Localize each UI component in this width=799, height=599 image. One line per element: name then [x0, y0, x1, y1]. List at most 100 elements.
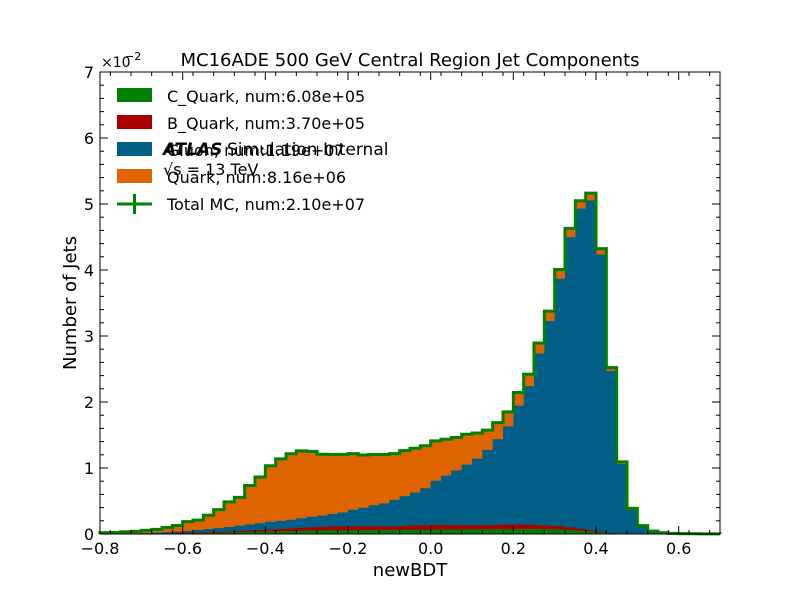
histogram-bar: [482, 449, 494, 534]
histogram-bar: [203, 515, 215, 534]
atlas-brand: ATLAS: [161, 140, 222, 160]
histogram-bar: [420, 488, 432, 534]
y-tick-label: 2: [84, 393, 94, 412]
histogram-bar: [461, 529, 473, 534]
legend: C_Quark, num:6.08e+05 B_Quark, num:3.70e+…: [117, 87, 365, 214]
legend-label: Gluon, num:1.19e+07: [167, 141, 345, 160]
y-tick-label: 4: [84, 261, 94, 280]
histogram-bar: [410, 525, 421, 534]
histogram-bar: [451, 470, 463, 534]
x-tick-label: 0.2: [501, 539, 526, 558]
histogram-bar: [182, 521, 194, 534]
histogram-bar: [379, 454, 390, 534]
histogram-bar: [637, 526, 649, 534]
y-axis: 0 1 2 3 4 5 6 7: [84, 63, 720, 544]
y-axis-label: Number of Jets: [60, 236, 81, 370]
histogram-bar: [348, 530, 359, 534]
histogram-bar: [513, 529, 525, 534]
histogram-bar: [327, 526, 339, 534]
histogram-bar: [503, 529, 514, 534]
histogram-bar: [554, 529, 566, 534]
histogram-bar: [327, 513, 339, 534]
histogram-bar: [523, 386, 535, 534]
x-tick-label: −0.6: [163, 539, 202, 558]
histogram-bar: [286, 519, 297, 534]
histogram-bar: [358, 530, 370, 534]
histogram-bar: [554, 278, 566, 534]
histogram-bar: [265, 521, 277, 534]
histogram-bar: [565, 530, 576, 534]
legend-label: Quark, num:8.16e+06: [167, 168, 346, 187]
series-gluon: [100, 200, 700, 534]
histogram-bar: [379, 503, 390, 534]
histogram-bar: [596, 254, 607, 534]
histogram-bar: [492, 439, 504, 534]
histogram-bar: [193, 520, 204, 534]
x-tick-label: 0.4: [583, 539, 608, 558]
histogram-bar: [317, 515, 328, 534]
x-tick-label: −0.4: [246, 539, 285, 558]
histogram-bar: [461, 464, 473, 534]
histogram-bar: [565, 237, 576, 534]
histogram-bar: [224, 532, 235, 534]
histogram-bar: [275, 458, 287, 534]
histogram-bar: [348, 453, 359, 534]
histogram-bar: [172, 531, 184, 534]
histogram-bar: [410, 492, 421, 534]
histogram-bar: [275, 520, 287, 534]
legend-swatch: [117, 115, 152, 129]
histogram-bar: [472, 458, 483, 534]
legend-item: Quark, num:8.16e+06: [117, 168, 346, 187]
histogram-bar: [306, 530, 318, 534]
histogram-bar: [523, 529, 535, 534]
histogram-bar: [627, 509, 638, 534]
histogram-bar: [255, 531, 266, 534]
histogram-bar: [255, 523, 266, 534]
histogram-bar: [544, 321, 556, 534]
y-tick-label: 3: [84, 327, 94, 346]
legend-swatch: [117, 142, 152, 156]
total-mc-line: [98, 191, 722, 536]
histogram-bar: [389, 529, 401, 534]
histogram-bar: [358, 454, 370, 534]
histogram-bar: [410, 529, 421, 534]
x-tick-label: −0.8: [81, 539, 120, 558]
legend-label: C_Quark, num:6.08e+05: [167, 87, 365, 107]
histogram-bar: [151, 529, 163, 534]
histogram-bar: [430, 480, 442, 534]
histogram-bar: [368, 505, 380, 534]
histogram-bar: [162, 527, 173, 534]
legend-label: B_Quark, num:3.70e+05: [167, 114, 365, 134]
x-tick-label: 0.0: [418, 539, 443, 558]
histogram-bar: [286, 530, 297, 534]
histogram-bar: [368, 454, 380, 534]
histogram-bar: [368, 530, 380, 534]
histogram-bar: [348, 509, 359, 534]
x-tick-label: −0.2: [329, 539, 368, 558]
histogram-bar: [234, 497, 246, 534]
axes-frame: [99, 71, 721, 535]
histogram-bar: [337, 454, 349, 534]
histogram-bar: [358, 507, 370, 534]
histogram-bar: [275, 531, 287, 534]
histogram-bar: [410, 448, 421, 534]
histogram-bar: [286, 453, 297, 534]
legend-item: B_Quark, num:3.70e+05: [117, 114, 365, 134]
histogram-bar: [399, 450, 411, 534]
y-scale-base: ×10: [101, 55, 131, 71]
histogram-bar: [348, 526, 359, 534]
histogram-bar: [306, 516, 318, 534]
histogram-bar: [430, 529, 442, 534]
histogram-bar: [399, 529, 411, 534]
histogram-bar: [234, 532, 246, 534]
histogram-bar: [337, 512, 349, 534]
histogram-bar: [306, 451, 318, 534]
histogram-bar: [482, 529, 494, 534]
histogram-bar: [317, 454, 328, 534]
plot-area: [98, 191, 722, 536]
legend-item: C_Quark, num:6.08e+05: [117, 87, 365, 107]
x-axis-label: newBDT: [373, 560, 448, 581]
y-scale-exponent: −2: [125, 50, 141, 63]
histogram-bar: [534, 353, 545, 534]
